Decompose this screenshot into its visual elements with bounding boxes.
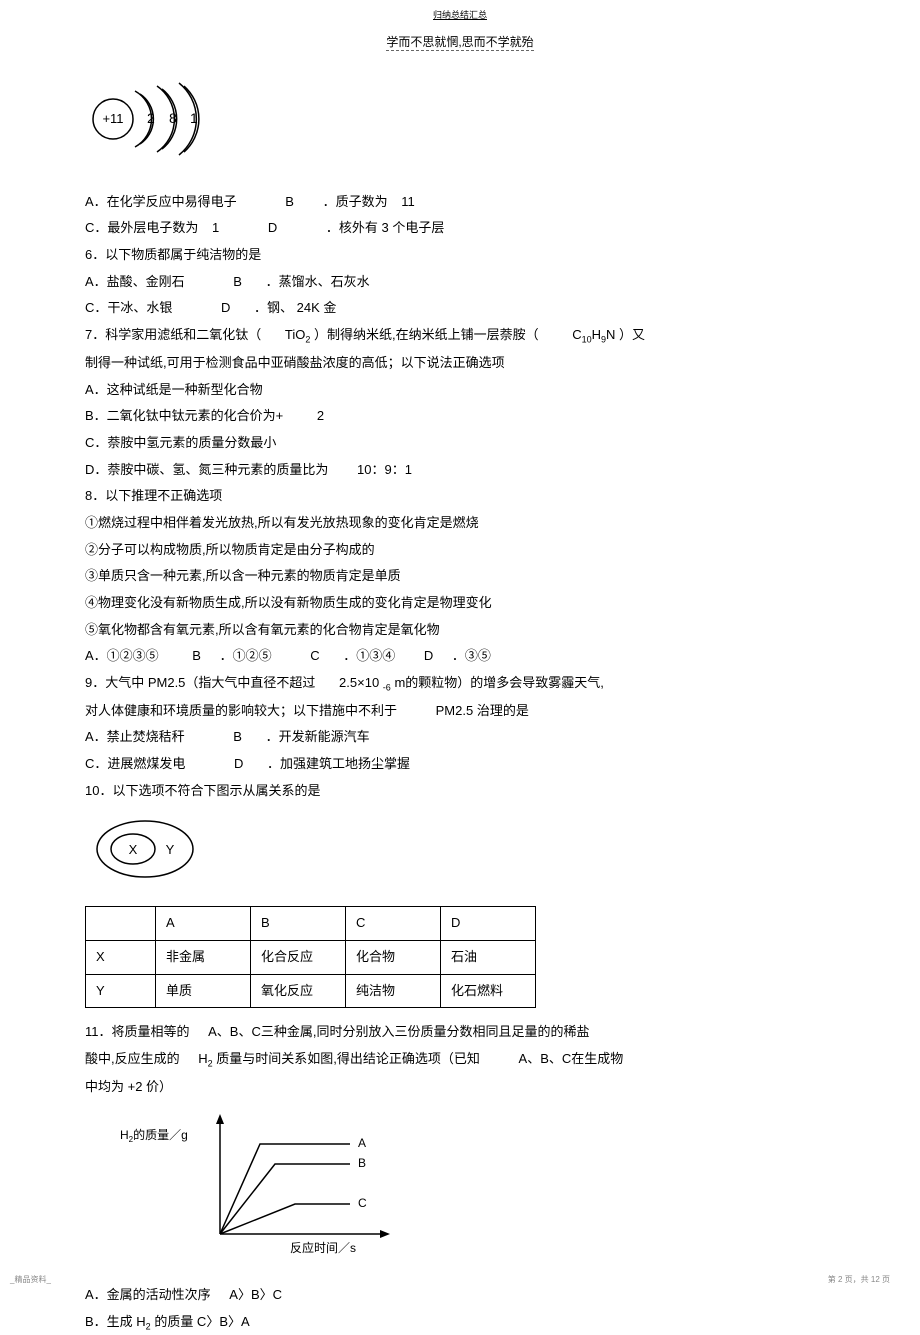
svg-text:A: A xyxy=(358,1136,366,1150)
svg-text:1: 1 xyxy=(190,110,198,126)
q8-options: A．①②③⑤ B ．①②⑤ C ．①③④ D ．③⑤ xyxy=(85,644,840,669)
svg-text:2: 2 xyxy=(147,110,155,126)
q7-c: C．萘胺中氢元素的质量分数最小 xyxy=(85,431,840,456)
svg-text:B: B xyxy=(358,1156,366,1170)
q9-row2: C．进展燃煤发电 D ．加强建筑工地扬尘掌握 xyxy=(85,752,840,777)
q11-line2: 酸中,反应生成的 H2 质量与时间关系如图,得出结论正确选项（已知 A、B、C在… xyxy=(85,1047,840,1073)
q6-row2: C．干冰、水银 D ．钢、 24K 金 xyxy=(85,296,840,321)
q11-line3: 中均为 +2 价） xyxy=(85,1075,840,1100)
footer-right: 第 2 页，共 12 页 xyxy=(828,1274,890,1285)
q8-s3: ③单质只含一种元素,所以含一种元素的物质肯定是单质 xyxy=(85,564,840,589)
q10-table: A B C D X 非金属 化合反应 化合物 石油 Y 单质 氧化反应 纯洁物 … xyxy=(85,906,840,1008)
q8-stem: 8．以下推理不正确选项 xyxy=(85,484,840,509)
q8-s5: ⑤氧化物都含有氧元素,所以含有氧元素的化合物肯定是氧化物 xyxy=(85,618,840,643)
q9-line2: 对人体健康和环境质量的影响较大；以下措施中不利于 PM2.5 治理的是 xyxy=(85,699,840,724)
svg-text:C: C xyxy=(358,1196,367,1210)
svg-text:H2的质量／g: H2的质量／g xyxy=(120,1127,188,1144)
svg-text:8: 8 xyxy=(169,110,177,126)
svg-text:Y: Y xyxy=(166,842,175,857)
table-row: X 非金属 化合反应 化合物 石油 xyxy=(86,940,536,974)
atom-structure-diagram: +11 2 8 1 xyxy=(85,71,840,175)
q6-row1: A．盐酸、金刚石 B ．蒸馏水、石灰水 xyxy=(85,270,840,295)
table-row: Y 单质 氧化反应 纯洁物 化石燃料 xyxy=(86,974,536,1008)
q9-row1: A．禁止焚烧秸秆 B ．开发新能源汽车 xyxy=(85,725,840,750)
q7-a: A．这种试纸是一种新型化合物 xyxy=(85,378,840,403)
q11-opt-b: B．生成 H2 的质量 C〉B〉A xyxy=(85,1310,840,1335)
q6-stem: 6．以下物质都属于纯洁物的是 xyxy=(85,243,840,268)
q11-line1: 11．将质量相等的 A、B、C三种金属,同时分别放入三份质量分数相同且足量的的稀… xyxy=(85,1020,840,1045)
q8-s2: ②分子可以构成物质,所以物质肯定是由分子构成的 xyxy=(85,538,840,563)
header-category: 归纳总结汇总 xyxy=(0,0,920,21)
svg-text:X: X xyxy=(129,842,138,857)
svg-text:反应时间／s: 反应时间／s xyxy=(290,1240,356,1255)
q10-stem: 10．以下选项不符合下图示从属关系的是 xyxy=(85,779,840,804)
venn-diagram: X Y xyxy=(85,814,840,893)
q7-d: D．萘胺中碳、氢、氮三种元素的质量比为 10：9：1 xyxy=(85,458,840,483)
q11-opt-a: A．金属的活动性次序 A〉B〉C xyxy=(85,1283,840,1308)
footer-left: _精品资料_ xyxy=(10,1274,51,1285)
q-atom-row1: A．在化学反应中易得电子 B ．质子数为 11 xyxy=(85,190,840,215)
q9-line1: 9．大气中 PM2.5（指大气中直径不超过 2.5×10 -6 m的颗粒物）的增… xyxy=(85,671,840,697)
q8-s4: ④物理变化没有新物质生成,所以没有新物质生成的变化肯定是物理变化 xyxy=(85,591,840,616)
svg-text:+11: +11 xyxy=(102,111,123,126)
q7-b: B．二氧化钛中钛元素的化合价为+ 2 xyxy=(85,404,840,429)
header-subtitle: 学而不思就惘,思而不学就殆 xyxy=(386,33,533,51)
q7-line2: 制得一种试纸,可用于检测食品中亚硝酸盐浓度的高低；以下说法正确选项 xyxy=(85,351,840,376)
q11-graph: H2的质量／g A B C 反应时间／s xyxy=(115,1109,840,1268)
table-row: A B C D xyxy=(86,907,536,941)
q-atom-row2: C．最外层电子数为 1 D ．核外有 3 个电子层 xyxy=(85,216,840,241)
q8-s1: ①燃烧过程中相伴着发光放热,所以有发光放热现象的变化肯定是燃烧 xyxy=(85,511,840,536)
document-content: +11 2 8 1 A．在化学反应中易得电子 B ．质子数为 11 C．最外层电… xyxy=(85,71,840,1335)
q7-line1: 7．科学家用滤纸和二氧化钛（ TiO2 ）制得纳米纸,在纳米纸上铺一层萘胺（ C… xyxy=(85,323,840,349)
